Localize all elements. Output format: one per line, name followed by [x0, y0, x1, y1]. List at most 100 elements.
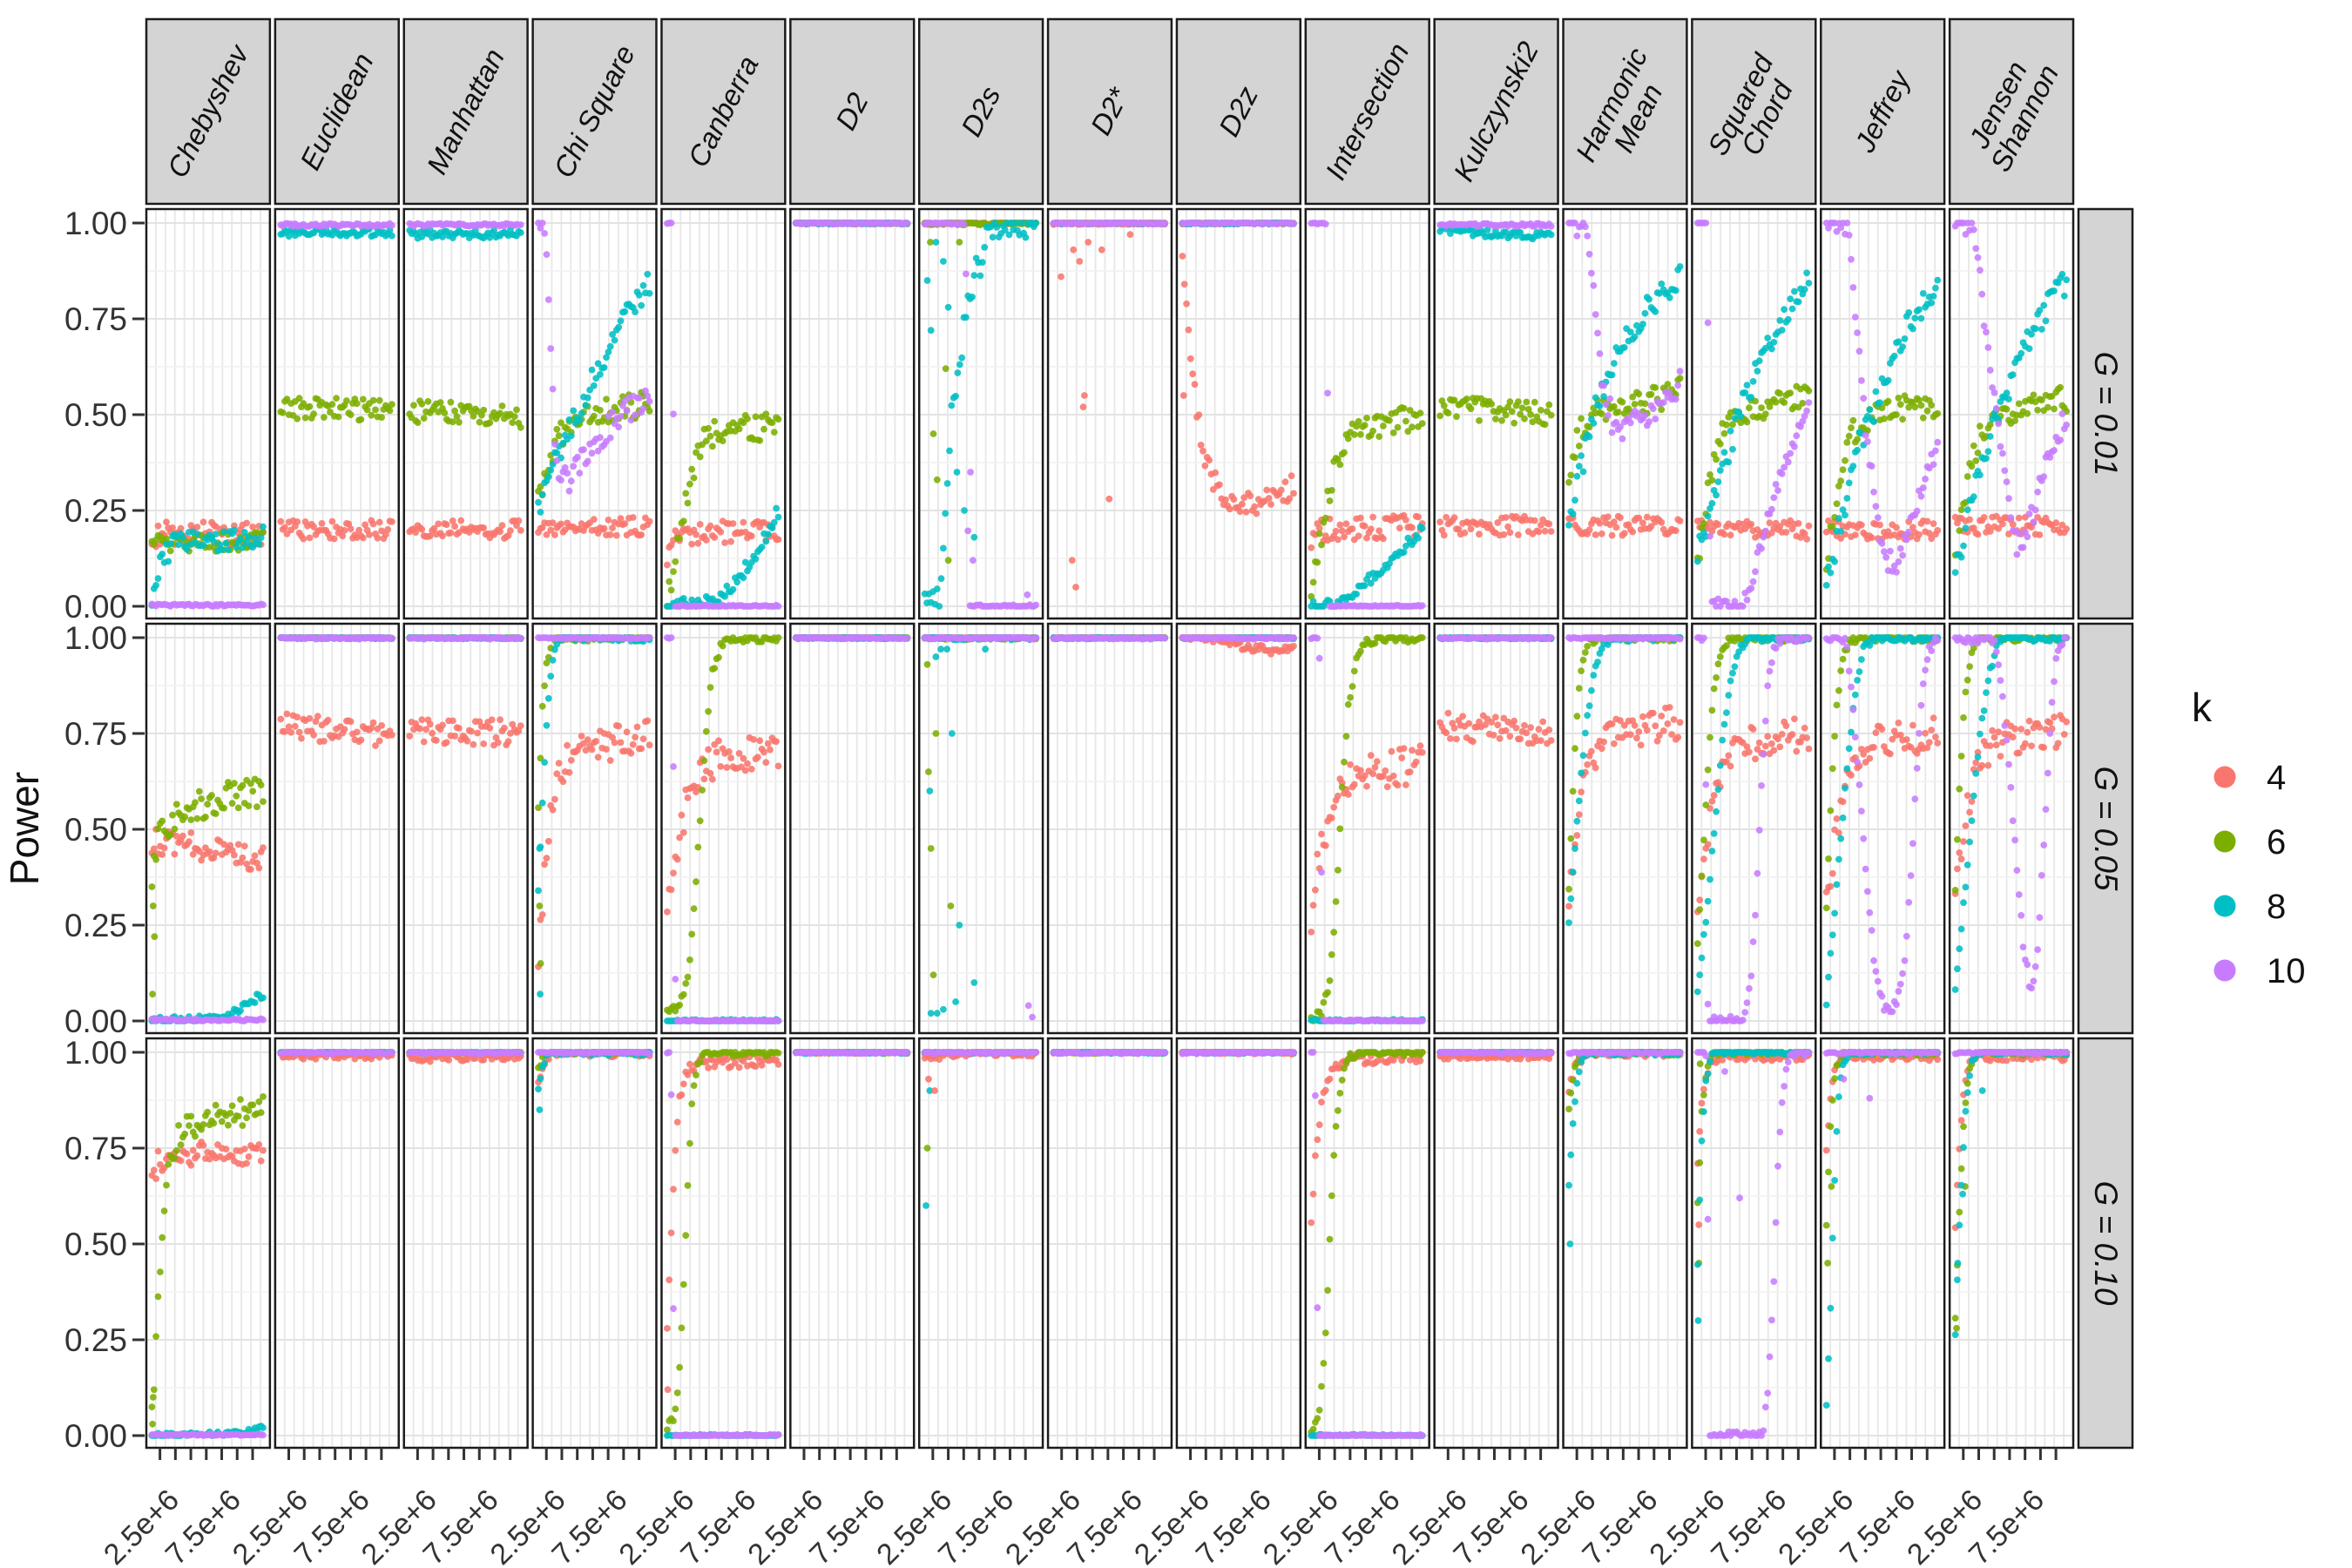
data-point	[2025, 510, 2033, 517]
data-point	[1822, 582, 1830, 589]
data-point	[1476, 417, 1483, 424]
data-point	[673, 855, 681, 863]
data-point	[449, 517, 456, 524]
data-point	[2031, 506, 2039, 514]
data-point	[283, 395, 291, 402]
data-point	[611, 739, 618, 747]
data-point	[1905, 528, 1913, 536]
data-point	[727, 754, 734, 761]
data-point	[1768, 345, 1775, 353]
data-point	[762, 410, 770, 418]
data-point	[287, 728, 294, 736]
data-point	[1206, 456, 1213, 464]
data-point	[638, 745, 645, 753]
data-point	[2024, 533, 2031, 541]
data-point	[1357, 430, 1364, 438]
data-point	[285, 233, 293, 240]
data-point	[1851, 314, 1859, 321]
data-point	[510, 413, 518, 420]
data-point	[1743, 382, 1751, 389]
data-point	[1934, 276, 1942, 284]
data-point	[750, 736, 757, 743]
data-point	[1957, 506, 1965, 513]
data-point	[1758, 544, 1765, 552]
data-point	[944, 303, 952, 311]
data-point	[1436, 412, 1443, 420]
facet-row-label: G = 0.05	[2088, 767, 2124, 891]
data-point	[1713, 491, 1720, 499]
data-point	[936, 603, 943, 610]
data-point	[2031, 325, 2039, 333]
data-point	[1072, 584, 1079, 591]
facet-panel	[1046, 207, 1173, 620]
data-point	[447, 398, 455, 406]
data-point	[2038, 326, 2045, 333]
data-point	[1569, 510, 1577, 517]
data-point	[978, 259, 986, 266]
series-k8	[535, 270, 653, 516]
data-point	[1893, 411, 1900, 418]
data-point	[2057, 383, 2065, 391]
data-point	[1854, 329, 1862, 336]
data-point	[453, 413, 461, 421]
data-point	[1974, 253, 1982, 261]
data-point	[638, 301, 645, 309]
data-point	[723, 764, 731, 771]
data-point	[339, 532, 347, 540]
data-point	[1500, 531, 1508, 538]
data-point	[1781, 306, 1788, 314]
data-point	[151, 933, 159, 941]
data-point	[1620, 344, 1628, 351]
data-point	[605, 517, 612, 524]
data-point	[470, 412, 477, 420]
data-point	[551, 531, 558, 538]
data-point	[1791, 287, 1798, 295]
data-point	[700, 757, 708, 765]
data-point	[1619, 435, 1626, 443]
data-point	[249, 544, 257, 551]
data-point	[418, 525, 426, 533]
data-point	[1239, 500, 1246, 508]
data-point	[260, 798, 267, 805]
data-point	[497, 716, 504, 724]
series-k4	[535, 514, 653, 539]
data-point	[1787, 389, 1794, 397]
data-point	[565, 416, 573, 423]
data-point	[1195, 411, 1203, 419]
data-point	[1778, 470, 1786, 477]
data-point	[705, 707, 712, 715]
data-point	[1930, 520, 1937, 527]
data-point	[1444, 409, 1452, 417]
data-point	[1977, 422, 1984, 430]
data-point	[1309, 578, 1317, 586]
data-point	[159, 817, 166, 825]
data-point	[538, 220, 546, 226]
data-point	[206, 848, 213, 855]
data-point	[1058, 273, 1064, 280]
data-point	[1185, 326, 1193, 334]
data-point	[247, 866, 254, 873]
data-point	[447, 529, 455, 537]
data-point	[970, 272, 978, 279]
data-point	[1858, 521, 1865, 529]
data-point	[927, 239, 934, 246]
data-point	[2003, 478, 2011, 485]
data-point	[1801, 286, 1808, 294]
data-point	[2036, 531, 2044, 538]
data-point	[1321, 514, 1329, 522]
data-point	[1186, 355, 1194, 362]
data-point	[1631, 333, 1639, 341]
data-point	[1917, 492, 1925, 500]
data-point	[2017, 349, 2025, 357]
data-point	[764, 740, 772, 747]
data-point	[1782, 529, 1790, 536]
data-point	[1862, 431, 1869, 439]
data-point	[670, 568, 677, 575]
facet-panel	[660, 622, 787, 1035]
data-point	[773, 738, 780, 746]
data-point	[1916, 306, 1923, 314]
data-point	[233, 544, 240, 551]
data-point	[933, 585, 941, 592]
data-point	[1903, 536, 1910, 544]
series-k6	[664, 410, 782, 610]
